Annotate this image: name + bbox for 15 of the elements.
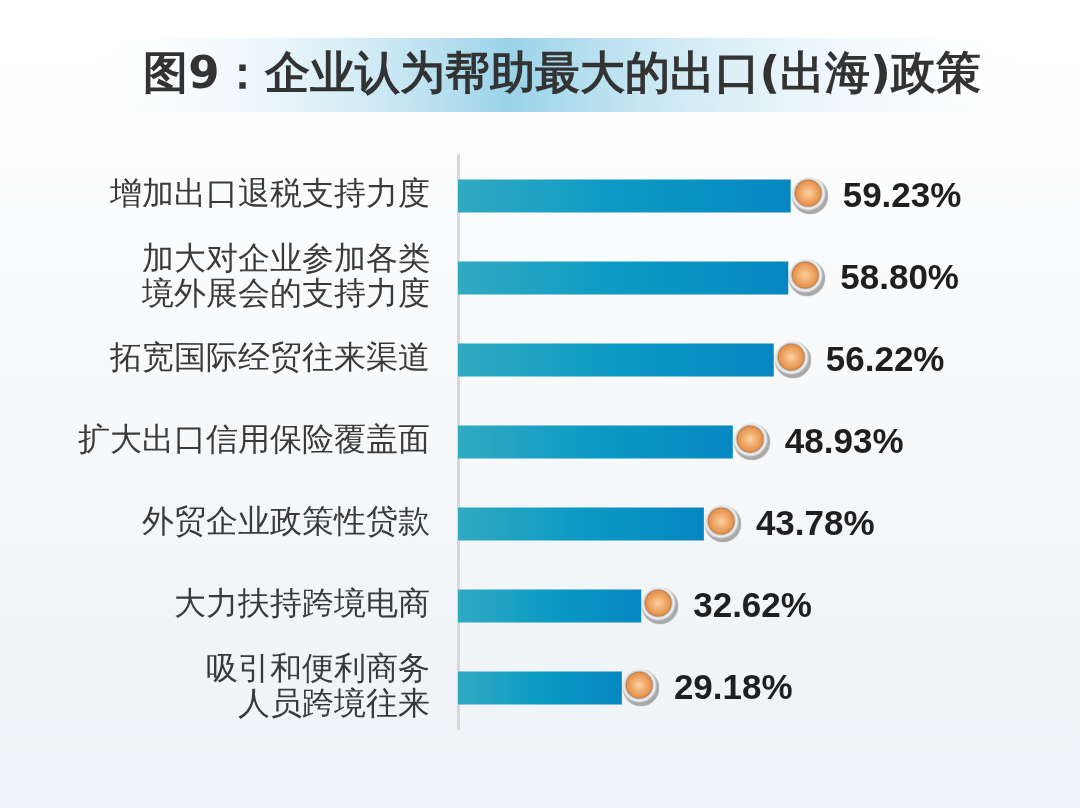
y-tick-label: 大力扶持跨境电商 (174, 584, 430, 623)
data-label: 58.80% (840, 256, 959, 296)
data-label: 56.22% (825, 338, 945, 378)
y-tick-label: 加大对企业参加各类境外展会的支持力度 (141, 238, 430, 312)
y-tick-label: 吸引和便利商务人员跨境往来 (206, 648, 430, 722)
y-tick-label: 增加出口退税支持力度 (109, 174, 430, 213)
chart-title: 图9：企业认为帮助最大的出口(出海)政策 (143, 45, 981, 99)
data-label: 43.78% (755, 502, 875, 542)
data-label: 32.62% (693, 584, 812, 624)
data-label: 48.93% (784, 420, 904, 460)
data-label: 59.23% (842, 174, 962, 214)
data-label: 29.18% (673, 666, 793, 706)
y-tick-label: 拓宽国际经贸往来渠道 (109, 338, 430, 377)
y-tick-label: 扩大出口信用保险覆盖面 (78, 420, 430, 459)
y-tick-label: 外贸企业政策性贷款 (142, 502, 430, 541)
